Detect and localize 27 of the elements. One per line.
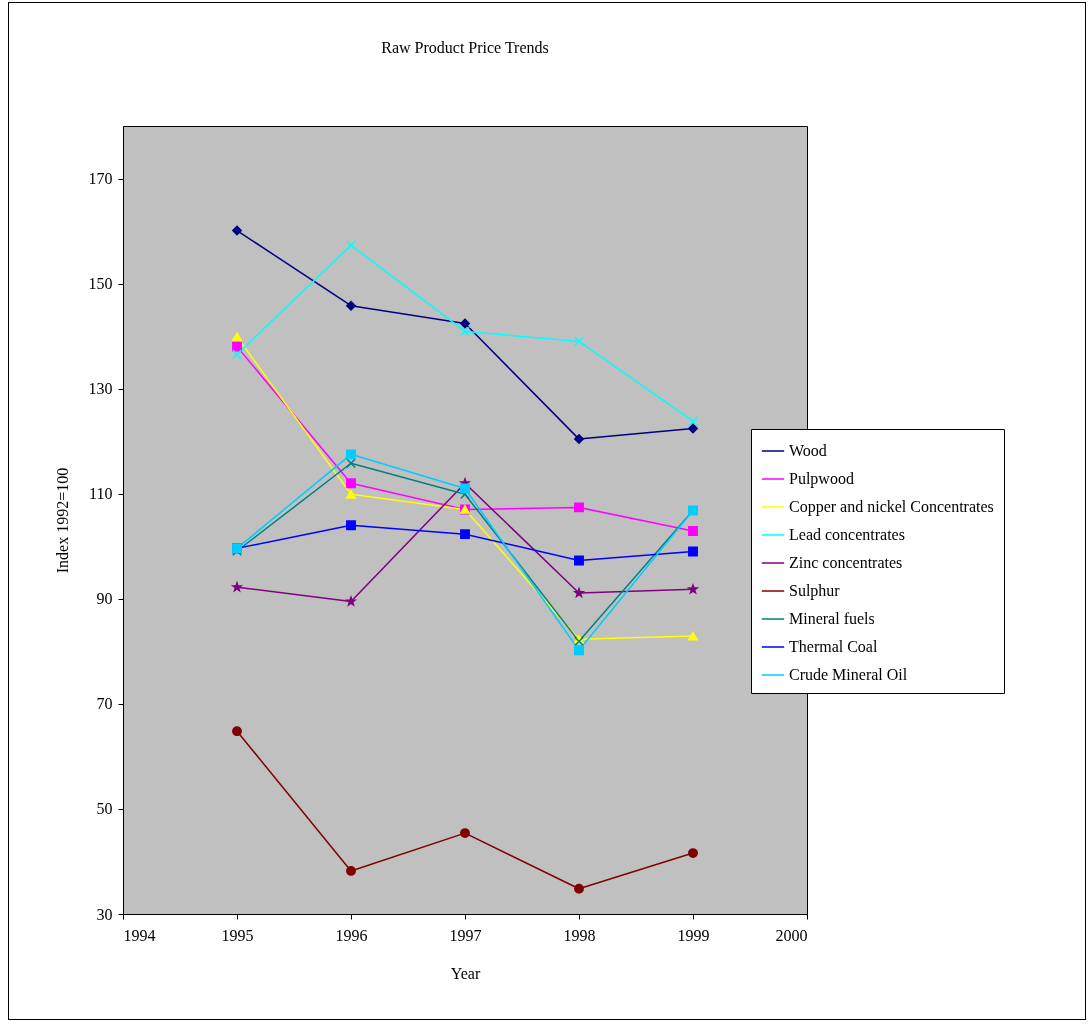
x-tick-label: 1997 [449, 926, 482, 944]
y-tick-label: 130 [88, 380, 113, 398]
legend-label: Zinc concentrates [789, 554, 903, 571]
y-axis-title: Index 1992=100 [53, 467, 71, 574]
x-tick-label: 1999 [677, 926, 710, 944]
legend-label: Mineral fuels [789, 610, 875, 627]
legend-label: Wood [789, 442, 827, 459]
y-tick-label: 30 [96, 905, 113, 923]
legend-label: Thermal Coal [789, 638, 878, 655]
y-tick-label: 110 [89, 485, 113, 503]
legend-label: Pulpwood [789, 470, 854, 488]
y-tick-label: 150 [88, 275, 113, 293]
x-tick-label: 1996 [335, 926, 368, 944]
y-tick-label: 170 [88, 170, 113, 188]
legend-label: Copper and nickel Concentrates [789, 498, 994, 516]
chart-title: Raw Product Price Trends [381, 39, 549, 56]
x-tick-label: 1998 [563, 926, 596, 944]
x-tick-label: 1994 [123, 926, 156, 944]
y-tick-label: 70 [96, 695, 113, 713]
legend-label: Crude Mineral Oil [789, 666, 908, 683]
y-tick-label: 50 [96, 800, 113, 818]
legend-label: Lead concentrates [789, 526, 905, 543]
legend-label: Sulphur [789, 582, 841, 600]
x-tick-label: 1995 [221, 926, 254, 944]
x-axis-title: Year [450, 964, 481, 982]
y-tick-label: 90 [96, 590, 113, 608]
x-tick-label: 2000 [775, 926, 808, 944]
